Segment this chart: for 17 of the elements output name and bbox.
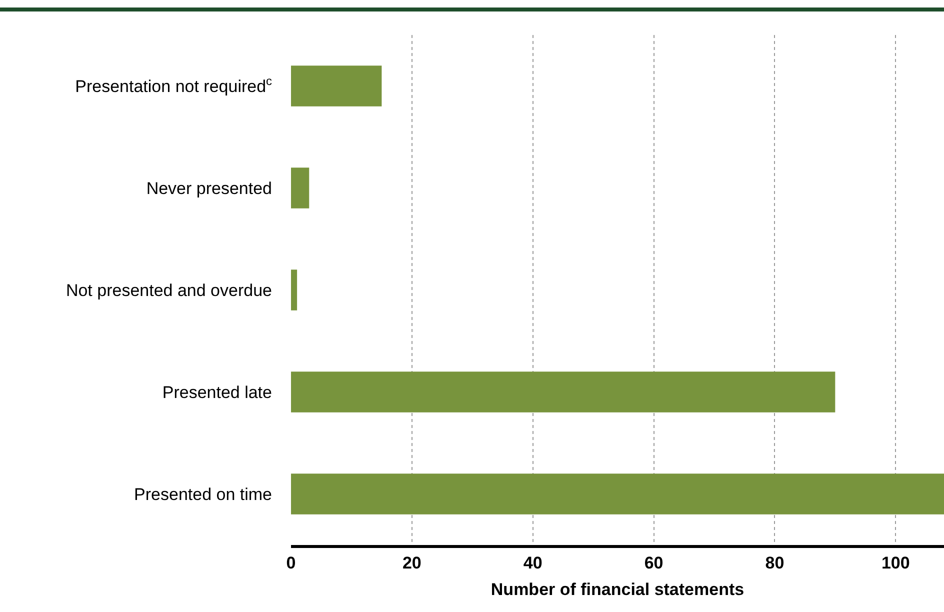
- x-tick-label: 80: [765, 553, 784, 572]
- bar: [291, 66, 382, 106]
- x-tick-label: 100: [881, 553, 910, 572]
- y-tick-label: Presentation not required$^{c}$: [75, 74, 272, 96]
- y-tick-label: Presented late: [162, 382, 272, 402]
- x-tick-label: 20: [402, 553, 422, 572]
- x-axis-title: Number of financial statements: [490, 580, 744, 599]
- y-tick-label: Presented on time: [134, 484, 272, 504]
- x-tick-label: 60: [644, 553, 664, 572]
- bar: [291, 372, 836, 412]
- bar: [291, 270, 298, 310]
- bar: [291, 474, 944, 514]
- x-tick-label: 0: [286, 553, 296, 572]
- bar: [291, 168, 310, 208]
- x-tick-label: 40: [523, 553, 542, 572]
- y-tick-label: Not presented and overdue: [66, 280, 272, 300]
- y-tick-label: Never presented: [146, 178, 272, 198]
